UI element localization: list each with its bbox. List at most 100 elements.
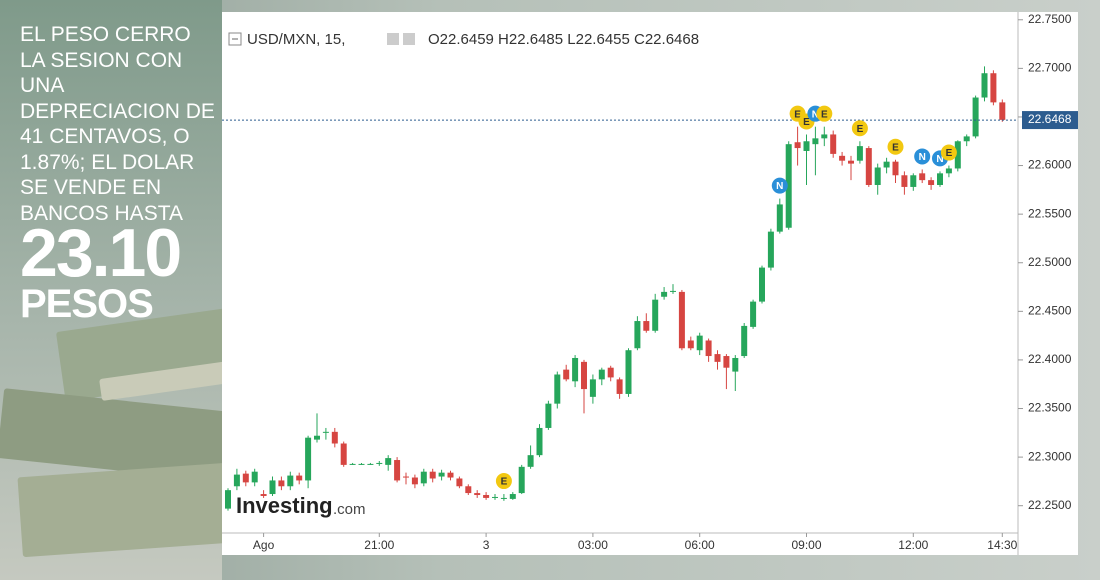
y-tick-label: 22.7000 xyxy=(1028,61,1072,75)
candle-body xyxy=(331,431,338,444)
candle-body xyxy=(367,463,374,465)
event-label: E xyxy=(892,142,899,153)
event-marker[interactable] xyxy=(887,138,904,155)
candle-body xyxy=(278,480,285,487)
candle-body xyxy=(349,463,356,465)
candle-body xyxy=(225,490,231,509)
headline: EL PESO CERRO LA SESION CON UNA DEPRECIA… xyxy=(20,23,215,225)
event-marker[interactable] xyxy=(940,144,957,161)
x-tick-label: 09:00 xyxy=(791,538,821,552)
candle-body xyxy=(928,180,935,185)
candle-body xyxy=(750,301,757,327)
chart-panel xyxy=(222,12,1078,555)
y-tick-label: 22.7500 xyxy=(1028,12,1072,26)
candle-body xyxy=(785,144,792,228)
candle-body xyxy=(848,160,854,164)
candle-body xyxy=(812,138,819,145)
candle-body xyxy=(661,291,668,297)
y-tick-label: 22.4000 xyxy=(1028,352,1072,366)
logo-suffix: .com xyxy=(333,501,366,518)
candle-body xyxy=(429,471,436,479)
event-label: E xyxy=(821,109,828,120)
candle-body xyxy=(687,340,694,349)
event-label: N xyxy=(919,152,926,163)
candle-body xyxy=(625,350,632,394)
highlight-unit: PESOS xyxy=(20,282,154,326)
big-number: 23.10 xyxy=(20,215,182,291)
candle-body xyxy=(572,357,579,382)
event-marker[interactable] xyxy=(851,120,868,137)
event-label: N xyxy=(776,181,783,192)
candle-body xyxy=(385,458,392,465)
event-marker[interactable] xyxy=(816,105,833,122)
event-label: E xyxy=(794,109,801,120)
candle-body xyxy=(509,494,516,499)
candle-body xyxy=(910,175,917,187)
candle-body xyxy=(411,477,418,485)
candle-body xyxy=(492,496,498,498)
candle-body xyxy=(963,136,970,142)
x-tick-label: 14:30 xyxy=(987,538,1017,552)
candle-body xyxy=(598,369,605,380)
candle-body xyxy=(438,472,445,477)
event-marker[interactable] xyxy=(495,473,512,490)
candle-body xyxy=(705,340,712,357)
candle-body xyxy=(296,475,303,481)
candle-body xyxy=(741,325,748,357)
candle-body xyxy=(776,204,783,232)
event-marker[interactable] xyxy=(914,148,931,165)
eye-button[interactable] xyxy=(403,33,415,45)
candle-body xyxy=(954,141,961,169)
candle-body xyxy=(403,476,409,478)
candle-body xyxy=(554,374,561,404)
candle-body xyxy=(607,367,614,378)
candle-body xyxy=(394,460,401,481)
candle-body xyxy=(420,471,427,484)
logo: Investing xyxy=(236,493,333,518)
candle-body xyxy=(287,475,294,487)
candle-body xyxy=(233,474,240,487)
candle-body xyxy=(839,155,846,161)
symbol: USD/MXN, 15, xyxy=(247,31,345,48)
x-tick-label: 3 xyxy=(483,538,490,552)
candle-body xyxy=(500,497,507,499)
candle-body xyxy=(892,161,899,176)
candle-body xyxy=(856,146,863,161)
x-tick-label: 03:00 xyxy=(578,538,608,552)
candle-body xyxy=(670,290,676,292)
candle-body xyxy=(358,463,365,465)
candle-body xyxy=(972,97,979,137)
candle-body xyxy=(901,175,908,187)
candle-body xyxy=(269,480,276,495)
candle-body xyxy=(314,435,320,440)
candle-body xyxy=(242,473,249,483)
candle-body xyxy=(803,141,810,151)
candle-body xyxy=(260,494,267,496)
candle-body xyxy=(999,102,1006,120)
candle-body xyxy=(616,379,623,394)
y-tick-label: 22.2500 xyxy=(1028,498,1072,512)
candle-body xyxy=(830,134,837,154)
event-label: N xyxy=(936,154,943,165)
event-label: E xyxy=(803,117,810,128)
last-price-box xyxy=(1022,111,1078,130)
candle-body xyxy=(937,173,943,185)
candle-body xyxy=(340,443,347,465)
settings-button[interactable] xyxy=(387,33,399,45)
candle-body xyxy=(652,299,659,331)
candle-body xyxy=(990,73,997,103)
candle-body xyxy=(474,493,481,496)
candle-body xyxy=(723,356,730,368)
candle-body xyxy=(981,73,988,98)
candle-body xyxy=(465,486,472,494)
event-marker[interactable] xyxy=(771,177,788,194)
last-price-label: 22.6468 xyxy=(1028,112,1072,126)
event-label: E xyxy=(501,477,508,488)
candle-body xyxy=(696,335,703,351)
side-panel xyxy=(0,0,235,580)
y-tick-label: 22.3500 xyxy=(1028,401,1072,415)
event-label: E xyxy=(857,124,864,135)
candle-body xyxy=(714,354,721,362)
